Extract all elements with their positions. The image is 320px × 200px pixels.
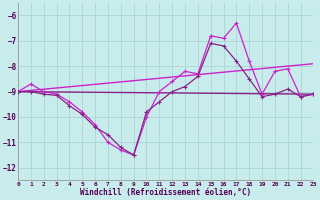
X-axis label: Windchill (Refroidissement éolien,°C): Windchill (Refroidissement éolien,°C): [80, 188, 251, 197]
